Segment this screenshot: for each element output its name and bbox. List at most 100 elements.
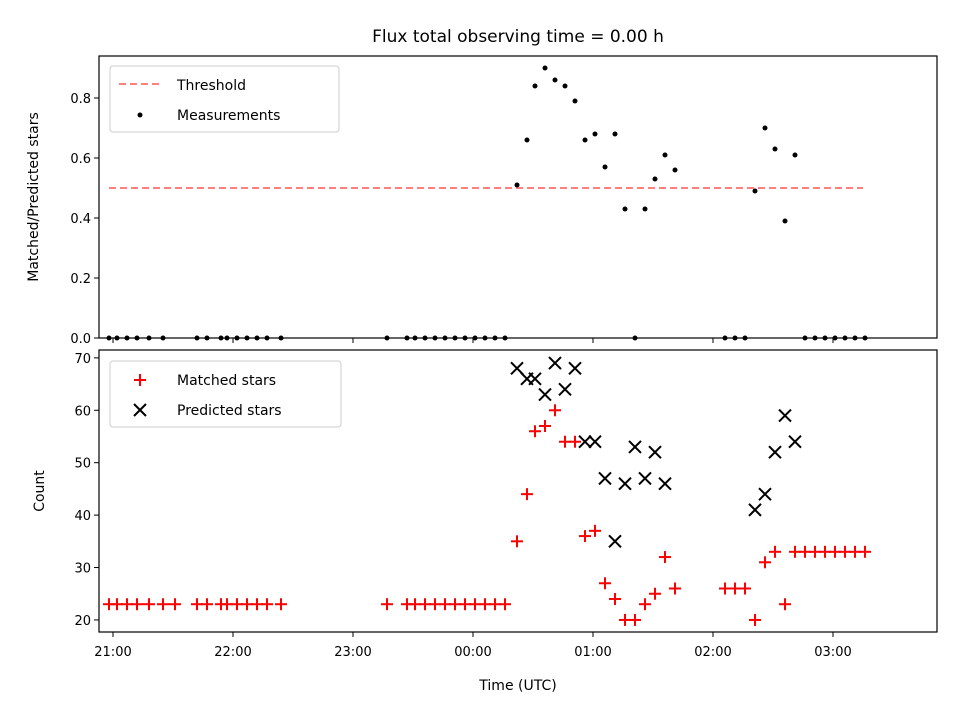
y-tick-label: 40: [74, 509, 91, 524]
matched-star-point: [769, 545, 781, 558]
y-tick-label: 0.2: [70, 272, 91, 287]
legend-predicted-label: Predicted stars: [177, 403, 282, 419]
matched-star-point: [629, 613, 641, 626]
measurement-point: [752, 188, 758, 194]
matched-star-point: [381, 598, 393, 611]
bottom-y-axis-label: Count: [32, 470, 48, 512]
legend-threshold-label: Threshold: [176, 78, 246, 94]
matched-star-point: [539, 420, 551, 433]
bottom-panel: 20 30 40 50 60 70 21:00 22:00 23:00 00:00 01:00 02…: [32, 349, 938, 694]
bottom-y-ticks: 20 30 40 50 60 70: [74, 352, 99, 629]
predicted-star-point: [578, 435, 592, 449]
measurement-point: [542, 65, 548, 71]
top-x-ticks: [112, 338, 834, 343]
top-axes-frame: [98, 55, 938, 339]
matched-star-point: [599, 577, 611, 590]
predicted-star-point: [748, 503, 762, 517]
matched-star-point: [589, 524, 601, 537]
matched-star-point: [549, 404, 561, 417]
measurement-point: [592, 131, 598, 137]
predicted-star-point: [768, 445, 782, 459]
matched-star-point: [275, 598, 287, 611]
measurement-point: [562, 83, 568, 89]
measurement-point: [772, 146, 778, 152]
matched-star-point: [579, 530, 591, 543]
y-tick-label: 60: [74, 404, 91, 419]
bottom-plot-area: [103, 356, 871, 626]
y-tick-label: 70: [74, 352, 91, 367]
matched-star-point: [499, 598, 511, 611]
matched-star-point: [749, 613, 761, 626]
measurement-point: [622, 206, 628, 212]
measurement-point: [514, 182, 520, 188]
predicted-star-point: [638, 471, 652, 486]
legend-measurements-swatch: [137, 112, 143, 118]
measurement-point: [782, 218, 788, 224]
legend-matched-swatch: [134, 374, 146, 386]
chart-title: Flux total observing time = 0.00 h: [372, 27, 664, 47]
x-axis-label: Time (UTC): [478, 678, 556, 694]
x-tick-label: 02:00: [694, 645, 731, 660]
measurement-point: [602, 164, 608, 170]
predicted-star-point: [618, 476, 632, 491]
matched-star-point: [669, 582, 681, 595]
predicted-star-point: [628, 440, 642, 454]
predicted-star-point: [558, 382, 572, 397]
top-y-ticks: 0.0 0.2 0.4 0.6 0.8: [70, 92, 99, 347]
legend-predicted-swatch: [133, 403, 147, 417]
y-tick-label: 30: [74, 562, 91, 577]
predicted-star-point: [658, 476, 672, 491]
predicted-star-point: [588, 435, 602, 449]
matched-star-point: [759, 556, 771, 569]
measurement-point: [582, 137, 588, 143]
matched-star-point: [529, 425, 541, 438]
matched-star-point: [143, 598, 155, 611]
x-tick-label: 03:00: [814, 645, 851, 660]
matched-star-point: [739, 582, 751, 595]
measurement-point: [642, 206, 648, 212]
legend-measurements-label: Measurements: [177, 108, 280, 124]
predicted-star-point: [788, 435, 802, 449]
predicted-star-point: [608, 534, 622, 549]
measurement-point: [552, 77, 558, 83]
matched-star-point: [157, 598, 169, 611]
predicted-star-point: [528, 372, 542, 386]
y-tick-label: 0.8: [70, 92, 91, 107]
predicted-star-point: [648, 445, 662, 459]
measurement-point: [672, 167, 678, 173]
measurement-point: [612, 131, 618, 137]
measurement-point: [662, 152, 668, 158]
measurement-point: [572, 98, 578, 104]
top-legend: Threshold Measurements: [109, 65, 340, 133]
measurement-point: [792, 152, 798, 158]
matched-star-point: [609, 592, 621, 605]
matched-star-point: [779, 598, 791, 611]
measurement-point: [532, 83, 538, 89]
predicted-star-point: [538, 387, 552, 402]
measurement-point: [652, 176, 658, 182]
y-tick-label: 0.4: [70, 212, 91, 227]
matched-star-point: [201, 598, 213, 611]
predicted-star-point: [510, 361, 524, 376]
bottom-axes-frame: [98, 349, 938, 633]
top-panel: 0.00.20.40.60.8 Matched/Predicted stars …: [26, 55, 938, 347]
matched-star-point: [131, 598, 143, 611]
matched-star-point: [659, 551, 671, 564]
predicted-star-point: [778, 408, 792, 423]
measurement-point: [524, 137, 530, 143]
matched-star-point: [169, 598, 181, 611]
x-tick-label: 01:00: [574, 645, 611, 660]
x-tick-label: 22:00: [214, 645, 251, 660]
x-tick-label: 21:00: [94, 645, 131, 660]
matched-star-point: [511, 535, 523, 548]
predicted-star-point: [758, 487, 772, 501]
matched-star-point: [859, 545, 871, 558]
y-tick-label: 50: [74, 457, 91, 472]
matched-star-point: [639, 598, 651, 611]
y-tick-label: 20: [74, 614, 91, 629]
legend-matched-label: Matched stars: [177, 373, 276, 389]
matched-star-point: [649, 587, 661, 600]
predicted-star-point: [568, 361, 582, 376]
predicted-star-point: [598, 471, 612, 486]
